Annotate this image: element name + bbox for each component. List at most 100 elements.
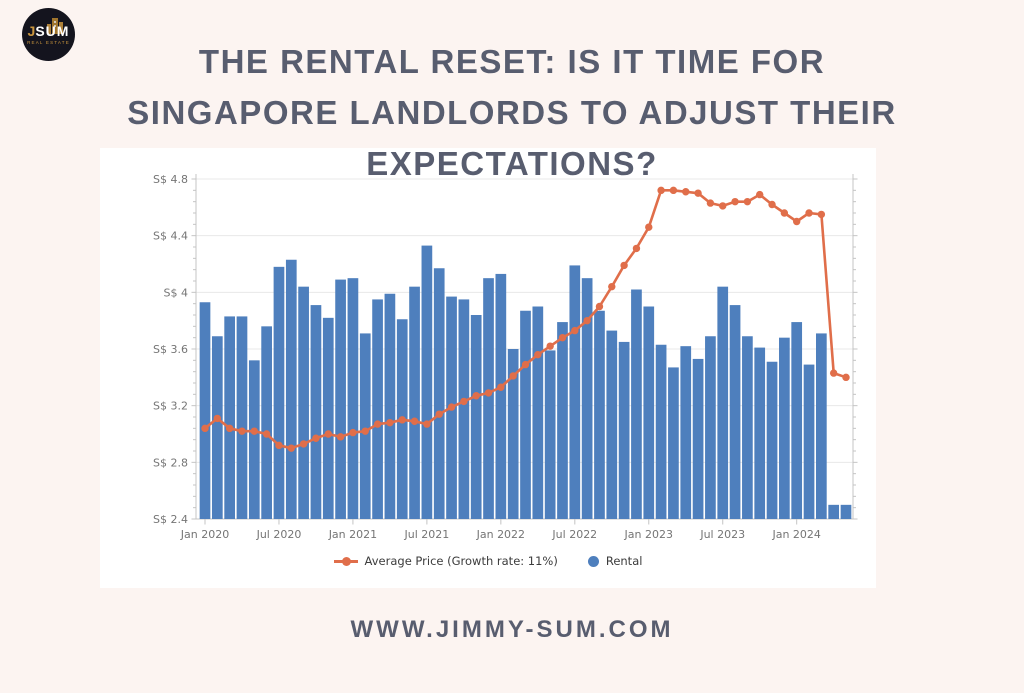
rental-bar [791,322,803,519]
average-price-point [805,209,813,217]
rental-bar [631,289,642,519]
rental-bar [322,317,334,519]
average-price-point [546,342,554,350]
average-price-point [608,282,616,291]
average-price-point [287,444,295,452]
average-price-point [423,420,431,428]
x-tick-label: Jul 2020 [256,528,302,541]
rental-bar [557,322,568,519]
rental-bar [717,286,729,519]
average-price-point [792,217,801,226]
average-price-point [509,372,517,380]
title-line-3: EXPECTATIONS? [366,145,658,182]
x-tick-label: Jan 2022 [476,528,525,541]
rental-bar [335,279,346,519]
average-price-point [447,403,456,411]
average-price-point [238,427,246,435]
y-tick-label: S$ 2.8 [153,456,188,469]
average-price-point [842,373,850,382]
rental-bar [372,299,383,519]
average-price-point [558,333,567,342]
chart-legend: Average Price (Growth rate: 11%) Rental [100,554,876,568]
average-price-point [706,199,715,207]
average-price-point [299,440,308,448]
rental-bar [742,336,753,519]
average-price-point [817,210,826,219]
average-price-point [669,186,678,195]
rental-bar [569,265,581,519]
rental-bar [384,293,396,519]
rental-bar [840,504,852,519]
rental-bar [433,268,445,519]
average-price-point [632,244,641,253]
average-price-point [583,316,591,325]
average-price-point [225,424,234,433]
average-price-point [484,389,493,397]
rental-bar [347,278,359,519]
average-price-point [571,326,579,335]
y-tick-label: S$ 2.4 [153,513,188,526]
rental-bar [655,344,667,519]
y-tick-label: S$ 4 [164,286,188,299]
website-footer: WWW.JIMMY-SUM.COM [350,616,674,643]
rental-bar [754,347,766,519]
average-price-point [645,223,653,231]
rental-bar [261,326,272,519]
average-price-point [398,416,406,424]
average-price-point [262,430,271,438]
average-price-point [361,427,369,435]
average-price-point [694,189,702,197]
logo-word-sum: SUM [35,23,70,39]
rental-bar [224,316,236,519]
legend-label-average-price: Average Price (Growth rate: 11%) [364,554,558,568]
x-tick-label: Jul 2021 [404,528,450,541]
rental-bar [828,504,840,519]
rental-bar [495,273,507,519]
rental-bar [803,364,815,519]
building-icon [47,18,63,34]
average-price-point [521,360,530,369]
rental-bar [273,266,285,519]
rental-bar [668,367,679,519]
average-price-point [324,430,332,438]
rental-bar [248,360,260,519]
rental-bar [520,310,531,519]
rental-bar [211,336,223,519]
rental-bar [483,278,494,519]
average-price-point [410,417,419,425]
circle-marker-icon [587,555,599,567]
average-price-point [213,414,222,423]
average-price-point [275,441,283,450]
rental-bar [594,310,605,519]
x-tick-label: Jan 2023 [624,528,673,541]
average-price-point [595,302,604,311]
page-title: THE RENTAL RESET: IS IT TIME FOR SINGAPO… [0,36,1024,189]
average-price-point [460,397,468,406]
rental-bar [310,305,322,519]
title-line-2: SINGAPORE LANDLORDS TO ADJUST THEIR [127,94,897,131]
rental-bar [544,350,556,519]
average-price-point [743,197,752,206]
legend-item-average-price: Average Price (Growth rate: 11%) [333,554,558,568]
average-price-point [719,202,727,210]
rental-bar [618,341,630,519]
x-tick-label: Jan 2020 [180,528,229,541]
chart-card: Jan 2020 Jul 2020 Jan 2021 Jul 2021 Jan 2022… [100,148,876,588]
legend-label-rental: Rental [605,554,643,568]
rental-bar [816,333,827,519]
rental-bar [643,306,655,519]
average-price-point [768,200,776,209]
y-tick-label: S$ 4.8 [153,173,188,186]
average-price-point [373,420,382,428]
average-price-point [731,197,739,206]
rental-bar [532,306,544,519]
average-price-point [201,424,209,433]
average-price-point [620,261,628,270]
rental-bar [705,336,716,519]
jsum-logo: J SUM REAL ESTATE [22,8,75,61]
rental-bar [606,330,618,519]
rental-bar [680,346,692,519]
rental-bar [298,286,309,519]
y-tick-label: S$ 3.2 [153,400,188,413]
average-price-point [829,369,838,377]
